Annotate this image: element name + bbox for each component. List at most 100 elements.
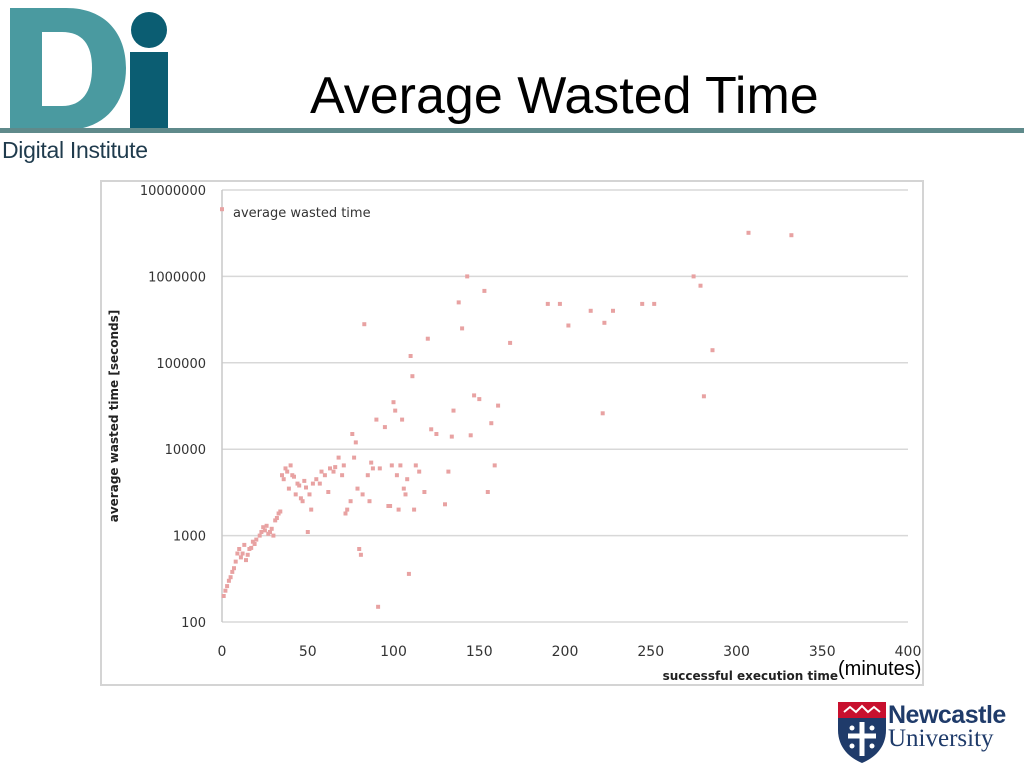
data-point [545,301,550,306]
data-point [701,394,706,399]
data-point [460,326,465,331]
data-point [691,274,696,279]
data-point [369,460,374,465]
data-point [245,552,250,557]
x-tick-label: 100 [380,644,407,660]
header-rule [0,128,1024,133]
data-point [403,492,408,497]
data-point [244,558,248,563]
data-point [485,490,490,494]
data-point [221,594,226,598]
data-point [353,440,358,445]
data-point [307,492,312,497]
data-point [331,469,336,474]
data-point [417,469,422,474]
data-point [602,320,607,325]
data-point [382,425,387,430]
data-point [233,559,238,564]
y-tick-label: 1000000 [148,270,206,285]
university-name-line2: University [888,725,994,752]
data-point [269,526,274,531]
data-point [472,393,477,398]
data-point [365,473,370,478]
data-point [257,533,262,538]
logo-letter-d [10,8,126,130]
data-point [254,537,259,542]
newcastle-university-logo [836,700,1024,764]
y-axis-title: average wasted time [seconds] [107,310,121,523]
data-point [477,397,482,402]
data-point [340,473,345,478]
data-point [377,466,382,471]
data-point [285,469,290,474]
slide-title: Average Wasted Time [310,67,819,125]
x-tick-label: 250 [637,644,664,660]
data-point [274,516,279,520]
data-point [343,511,348,516]
data-point [261,525,266,530]
data-point [317,481,322,486]
data-point [391,400,396,405]
data-point [226,578,231,583]
data-point [345,507,350,512]
data-point [326,490,331,494]
data-point [393,408,398,413]
data-point [250,539,255,544]
data-point [230,569,235,574]
data-point [408,354,413,358]
data-point [309,507,314,512]
data-point [449,434,454,439]
data-point [410,374,415,379]
data-point [280,473,284,478]
data-point [376,604,381,609]
y-tick-label: 100000 [156,357,206,372]
x-tick-label: 50 [299,644,317,660]
data-point [283,466,288,471]
chart-frame: 100 1000 10000 100000 1000000 10000000 0 50 100 1… [100,180,924,686]
x-axis-unit-note: (minutes) [838,658,922,680]
data-point [240,551,245,556]
data-point [262,528,267,533]
data-point [489,421,494,426]
x-tick-label: 150 [466,644,493,660]
data-point [319,469,324,474]
data-point [292,474,296,479]
y-tick-label: 100 [181,616,206,631]
data-point [242,542,247,547]
data-point [286,486,291,491]
di-logo-mark [10,8,168,130]
data-point [370,466,375,471]
university-name-line1: Newcastle [888,701,1006,729]
data-point [396,507,401,512]
data-point [394,473,399,478]
data-point [566,323,571,328]
x-axis-title: successful execution time [663,669,838,683]
data-point [425,336,430,341]
data-point [400,417,405,422]
data-point [298,496,303,501]
data-point [314,477,319,482]
data-point [300,499,305,504]
data-point [429,427,434,432]
data-point [273,518,278,523]
data-point [220,207,224,212]
x-tick-label: 350 [809,644,836,660]
data-point [710,348,715,353]
y-tick-label: 10000 [165,443,206,458]
data-point [223,588,228,593]
x-tick-label: 0 [218,644,227,660]
data-point [401,486,406,491]
data-point [388,504,393,508]
data-point [281,477,286,482]
x-tick-label: 400 [895,644,922,660]
data-point [557,301,562,306]
data-point [357,547,362,551]
data-point [422,490,427,494]
logo-subtitle: Digital Institute [2,137,148,163]
data-point [249,545,254,550]
data-point [412,507,417,512]
data-point [456,300,461,305]
data-point [278,509,283,514]
data-point [305,530,310,534]
data-point [367,499,372,504]
